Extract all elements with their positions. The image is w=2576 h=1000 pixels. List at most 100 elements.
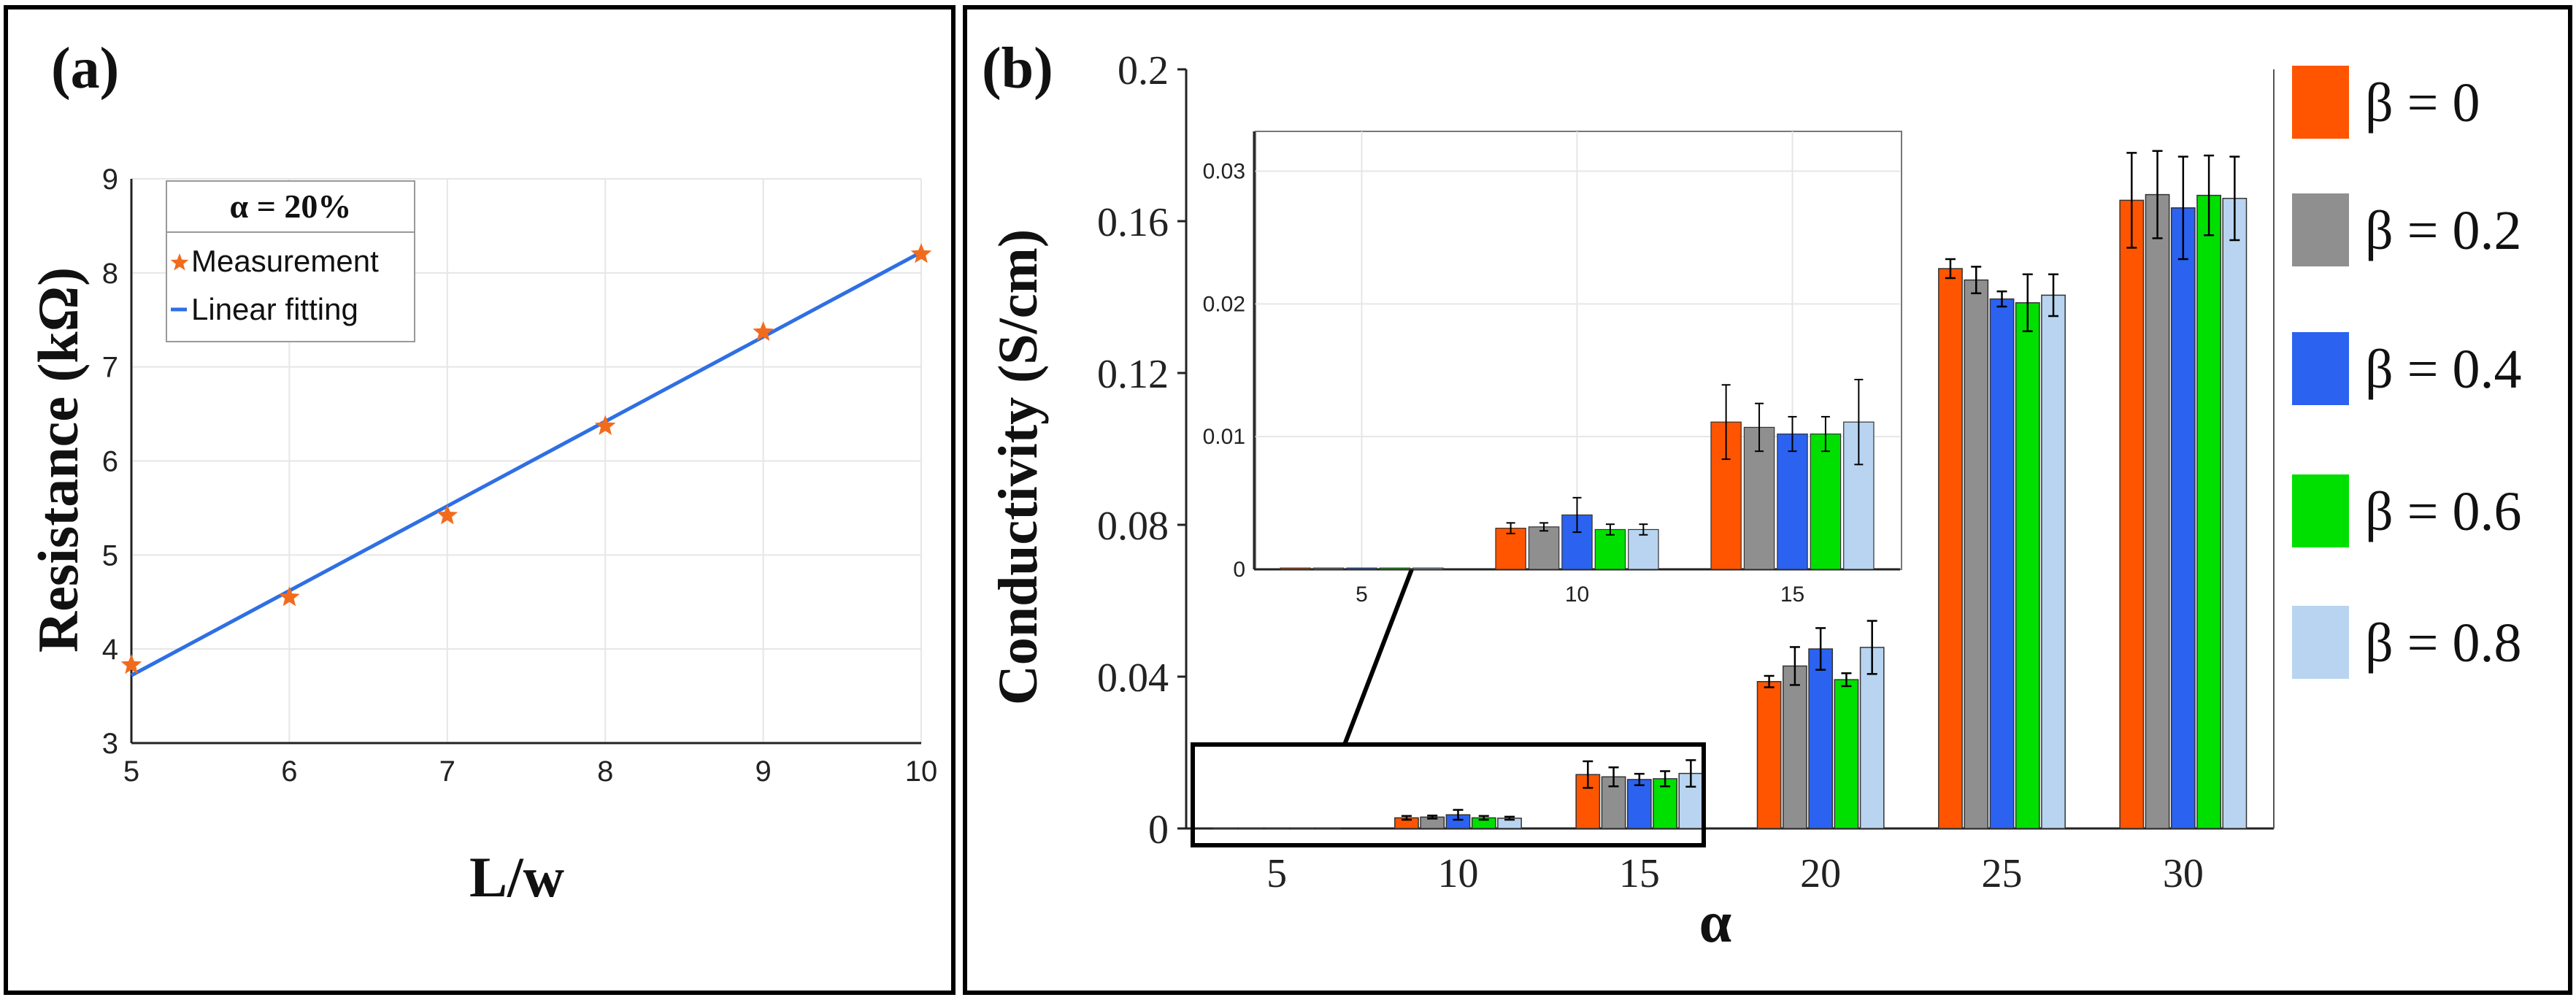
panel-a-y-ticks: 3 4 5 6 7 8 9 [102, 164, 118, 760]
panel-b-x-tick-label: 30 [2163, 851, 2204, 896]
panel-b-y-ticks: 0 0.04 0.08 0.12 0.16 0.2 [1097, 48, 1169, 853]
panel-b-bar [1964, 279, 1989, 829]
panel-b-bar [1575, 774, 1601, 829]
panel-b-y-axis-title: Conductivity (S/cm) [988, 229, 1049, 705]
panel-b-inset: 0 0.01 0.02 0.03 5 10 15 [1203, 131, 1902, 607]
panel-b-legend-label: β = 0.4 [2365, 339, 2522, 400]
panel-b-bar [2145, 193, 2170, 829]
panel-a-legend-title: α = 20% [230, 188, 352, 225]
panel-b-legend-swatch [2292, 474, 2349, 547]
panel-a-x-tick-label: 5 [123, 755, 139, 788]
panel-b-inset-bar [1777, 433, 1808, 570]
panel-b-inset-y-ticks: 0 0.01 0.02 0.03 [1203, 160, 1245, 582]
panel-b-x-axis-title: α [1699, 891, 1732, 955]
panel-a-y-axis-title: Resistance (kΩ) [26, 267, 90, 653]
panel-b-x-ticks: 5 10 15 20 25 30 [1266, 851, 2204, 896]
panel-b-bar [1859, 647, 1885, 829]
panel-b-inset-bars [1280, 379, 1875, 570]
panel-b-inset-bar [1346, 567, 1377, 570]
panel-b-legend-swatch [2292, 193, 2349, 266]
panel-b-y-tick-label: 0.08 [1097, 504, 1169, 549]
panel-b-inset-bar [1495, 528, 1526, 570]
panel-b-zoom-box [1191, 742, 1706, 847]
panel-a-measurement-point [279, 586, 300, 607]
panel-a-measurement-point [753, 321, 774, 342]
panel-a-x-ticks: 5 6 7 8 9 10 [123, 755, 937, 788]
panel-a-y-tick-label: 5 [102, 539, 118, 572]
panel-b-inset-x-tick-label: 10 [1565, 582, 1589, 607]
panel-b-legend: β = 0 β = 0.2 β = 0.4 β = 0.6 β = 0.8 [2292, 66, 2522, 679]
panel-b-legend-swatch [2292, 66, 2349, 139]
panel-a-y-tick-label: 7 [102, 352, 118, 384]
panel-b-label: (b) [982, 36, 1053, 101]
panel-b-axes [1177, 68, 2275, 830]
panel-b-bar [1834, 679, 1859, 829]
panel-b-bar [1626, 779, 1652, 829]
panel-b-inset-bar [1528, 526, 1560, 570]
panel-a-legend: α = 20% Measurement Linear fitting [166, 180, 415, 342]
panel-b-bar [2015, 302, 2040, 829]
panel-b-bar [1938, 268, 1963, 829]
panel-a-measurement-point [910, 243, 932, 264]
panel-b-frame [963, 5, 2572, 995]
panel-b-x-tick-label: 20 [1800, 851, 1841, 896]
panel-b-x-tick-label: 5 [1266, 851, 1287, 896]
panel-b-legend-swatch [2292, 606, 2349, 679]
panel-a-legend-box [166, 180, 415, 342]
panel-b-legend-label: β = 0.2 [2365, 200, 2522, 261]
panel-b-inset-y-tick-label: 0.03 [1203, 160, 1245, 184]
panel-b-inset-bar [1280, 567, 1311, 570]
panel-b-inset-y-tick-label: 0.01 [1203, 425, 1245, 449]
panel-b-legend-label: β = 0.6 [2365, 481, 2522, 542]
panel-a-y-tick-label: 4 [102, 634, 118, 666]
panel-b-legend-label: β = 0 [2365, 72, 2480, 134]
panel-a-x-tick-label: 8 [597, 755, 613, 788]
panel-a-label: (a) [51, 36, 119, 101]
panel-b-inset-bar [1312, 567, 1345, 570]
panel-b-y-tick-label: 0.12 [1097, 352, 1169, 397]
panel-b-bars [1212, 150, 2248, 830]
panel-b-inset-x-ticks: 5 10 15 [1356, 582, 1804, 607]
panel-b-bar [1756, 681, 1782, 829]
panel-b-inset-bar [1594, 528, 1626, 570]
panel-b-x-tick-label: 25 [1982, 851, 2023, 896]
panel-a-x-axis-title: L/w [469, 845, 564, 909]
panel-a-x-tick-label: 10 [905, 755, 938, 788]
panel-b-inset-bar [1810, 433, 1842, 570]
panel-a-measurement-point [594, 415, 616, 435]
panel-a-legend-measurement: Measurement [191, 244, 379, 278]
panel-b-bar [1783, 665, 1807, 829]
panel-b-inset-x-tick-label: 15 [1780, 582, 1804, 607]
panel-a-fit-line [130, 250, 923, 677]
panel-a-legend-linear-fitting: Linear fitting [191, 292, 358, 326]
panel-a-fit-line-path [130, 250, 923, 677]
panel-a-frame [4, 5, 956, 995]
panel-b-bar [2196, 194, 2221, 829]
panel-b-bar [2170, 207, 2196, 829]
panel-b-x-tick-label: 10 [1438, 851, 1479, 896]
panel-b-y-tick-label: 0.16 [1097, 200, 1169, 245]
panel-a-x-tick-label: 7 [439, 755, 455, 788]
panel-a-x-tick-label: 9 [755, 755, 771, 788]
panel-b-bar [2222, 198, 2248, 829]
panel-b-y-tick-label: 0.2 [1118, 48, 1169, 93]
panel-a-y-tick-label: 9 [102, 164, 118, 196]
panel-b-inset-y-tick-label: 0.02 [1203, 292, 1245, 316]
panel-b-y-tick-label: 0.04 [1097, 655, 1169, 701]
panel-b-inset-x-tick-label: 5 [1356, 582, 1368, 607]
panel-a-legend-star-icon [170, 253, 189, 271]
panel-b-x-tick-label: 15 [1619, 851, 1660, 896]
panel-a-measurement-point [120, 654, 142, 674]
panel-b-legend-label: β = 0.8 [2365, 612, 2522, 674]
panel-a-y-tick-label: 3 [102, 728, 118, 760]
panel-b: (b) 0 0.04 0.08 0.12 0.16 0.2 5 10 15 20 25 30 α C… [963, 5, 2572, 995]
panel-a-y-tick-label: 8 [102, 258, 118, 290]
panel-b-inset-bar [1412, 567, 1444, 570]
panel-b-bar [1808, 648, 1834, 829]
panel-b-legend-swatch [2292, 332, 2349, 405]
panel-b-bar [2119, 199, 2145, 829]
panel-b-bar [1989, 298, 2015, 829]
panel-b-bar [2041, 294, 2066, 829]
